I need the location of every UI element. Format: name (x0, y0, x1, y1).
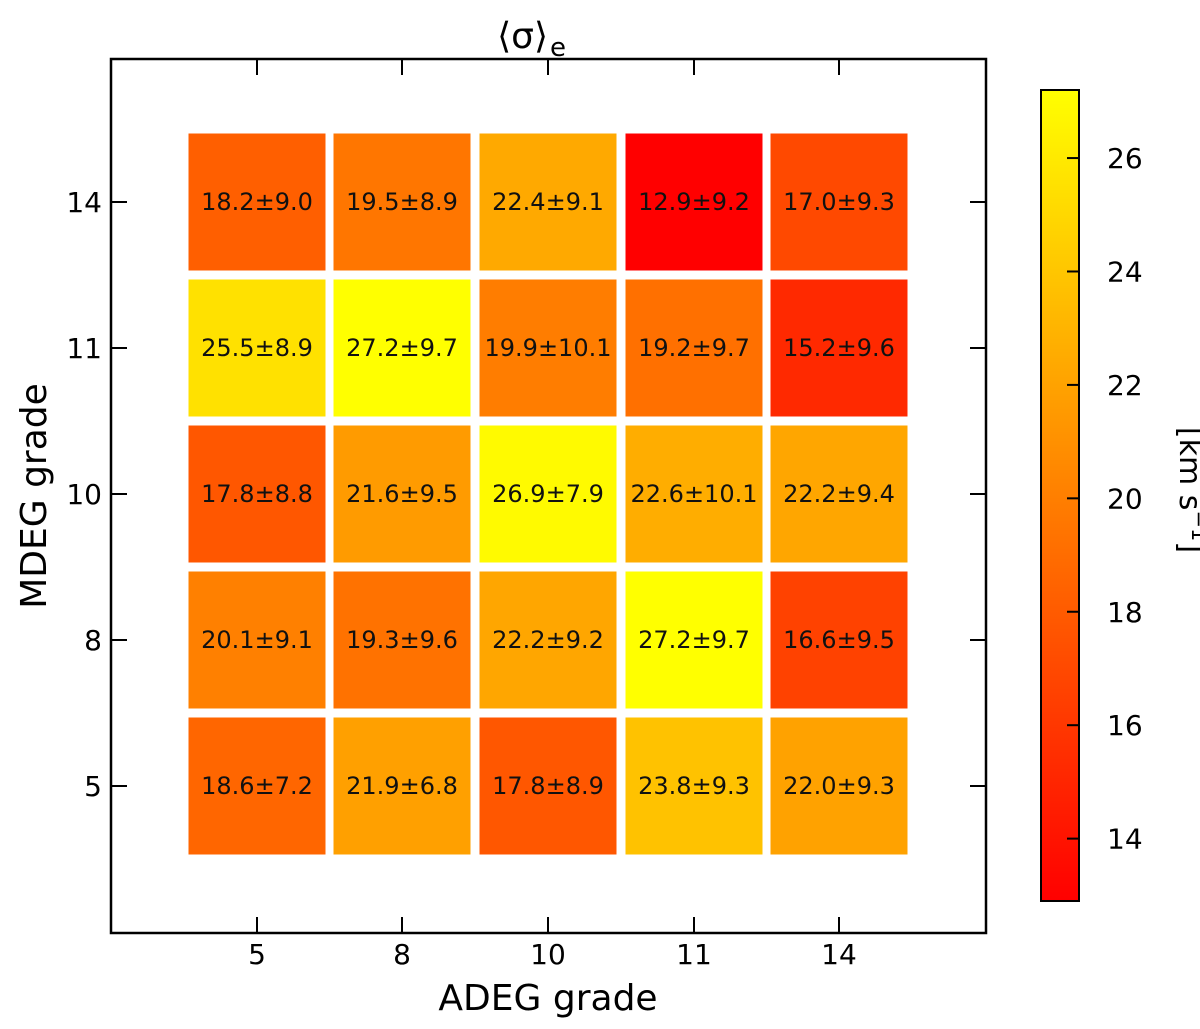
heatmap-cell (479, 279, 617, 417)
heatmap-cell-label: 27.2±9.7 (638, 626, 750, 654)
chart-title-main: ⟨σ⟩ (497, 16, 548, 57)
chart-title-subscript: e (550, 33, 566, 63)
heatmap-cell-label: 23.8±9.3 (638, 772, 750, 800)
colorbar-label-exponent: −1 (1187, 510, 1200, 541)
colorbar-tick-label: 16 (1107, 709, 1143, 742)
heatmap-cell (333, 133, 471, 271)
colorbar-tick-label: 14 (1107, 823, 1143, 856)
x-tick-label: 11 (676, 938, 712, 971)
heatmap-cell (625, 133, 763, 271)
axis-ticks: 5 8 10 11 14 5 8 10 11 14 (66, 59, 986, 971)
heatmap-cell-label: 12.9±9.2 (638, 188, 750, 216)
x-tick-label: 14 (821, 938, 857, 971)
colorbar-tick-label: 20 (1107, 482, 1143, 515)
x-axis-label: ADEG grade (438, 978, 657, 1019)
heatmap-cell-label: 18.2±9.0 (201, 188, 313, 216)
x-tick-label: 8 (393, 938, 411, 971)
heatmap-cell (188, 717, 326, 855)
x-tick-label: 5 (248, 938, 266, 971)
x-tick-label: 10 (530, 938, 566, 971)
heatmap-cell (625, 425, 763, 563)
colorbar-label-close: ] (1172, 541, 1200, 553)
colorbar-ticks: 14 16 18 20 22 24 26 (1067, 142, 1143, 856)
heatmap-cells: 18.6±7.2 21.9±6.8 17.8±8.9 23.8±9.3 22.0±9.3… (188, 133, 908, 855)
heatmap-cell (188, 571, 326, 709)
heatmap-cell (479, 717, 617, 855)
heatmap-cell-label: 22.0±9.3 (783, 772, 895, 800)
heatmap-cell-label: 18.6±7.2 (201, 772, 313, 800)
heatmap-cell-label: 17.8±8.9 (492, 772, 604, 800)
heatmap-cell-label: 25.5±8.9 (201, 334, 313, 362)
heatmap-cell-label: 19.3±9.6 (346, 626, 458, 654)
heatmap-cell (770, 279, 908, 417)
heatmap-cell-label: 27.2±9.7 (346, 334, 458, 362)
heatmap-cell-label: 19.9±10.1 (485, 334, 612, 362)
colorbar-label-unit: [km s (1172, 427, 1200, 510)
heatmap-cell-label: 21.9±6.8 (346, 772, 458, 800)
heatmap-cell (188, 133, 326, 271)
y-tick-label: 5 (84, 770, 102, 803)
heatmap-cell (625, 717, 763, 855)
heatmap-cell (770, 571, 908, 709)
heatmap-cell (333, 717, 471, 855)
heatmap-cell (479, 133, 617, 271)
heatmap-cell-label: 22.2±9.4 (783, 480, 895, 508)
heatmap-cell (333, 425, 471, 563)
heatmap-cell-label: 16.6±9.5 (783, 626, 895, 654)
colorbar-label: [km s−1] (1172, 427, 1200, 553)
heatmap-cell-label: 22.6±10.1 (631, 480, 758, 508)
colorbar-tick-label: 24 (1107, 255, 1143, 288)
heatmap-cell (479, 571, 617, 709)
heatmap-cell (770, 133, 908, 271)
heatmap-cell-label: 22.2±9.2 (492, 626, 604, 654)
heatmap-cell (188, 425, 326, 563)
colorbar (1040, 89, 1080, 902)
colorbar-tick-label: 22 (1107, 369, 1143, 402)
heatmap-cell-label: 19.2±9.7 (638, 334, 750, 362)
heatmap-cell (625, 279, 763, 417)
heatmap-cell (333, 279, 471, 417)
y-tick-label: 8 (84, 624, 102, 657)
y-tick-label: 11 (66, 332, 102, 365)
heatmap-cell-label: 26.9±7.9 (492, 480, 604, 508)
y-tick-label: 14 (66, 186, 102, 219)
chart-title: ⟨σ⟩ (497, 16, 548, 57)
heatmap-cell (188, 279, 326, 417)
heatmap-cell (479, 425, 617, 563)
y-tick-label: 10 (66, 478, 102, 511)
y-axis-label: MDEG grade (14, 383, 55, 609)
heatmap-cell-label: 15.2±9.6 (783, 334, 895, 362)
heatmap-cell (333, 571, 471, 709)
colorbar-tick-label: 26 (1107, 142, 1143, 175)
heatmap-cell (770, 717, 908, 855)
heatmap-cell-label: 17.0±9.3 (783, 188, 895, 216)
heatmap-cell-label: 17.8±8.8 (201, 480, 313, 508)
heatmap-cell (625, 571, 763, 709)
heatmap-cell (770, 425, 908, 563)
heatmap-cell-label: 21.6±9.5 (346, 480, 458, 508)
heatmap-cell-label: 19.5±8.9 (346, 188, 458, 216)
heatmap-cell-label: 22.4±9.1 (492, 188, 604, 216)
heatmap-cell-label: 20.1±9.1 (201, 626, 313, 654)
colorbar-tick-label: 18 (1107, 596, 1143, 629)
